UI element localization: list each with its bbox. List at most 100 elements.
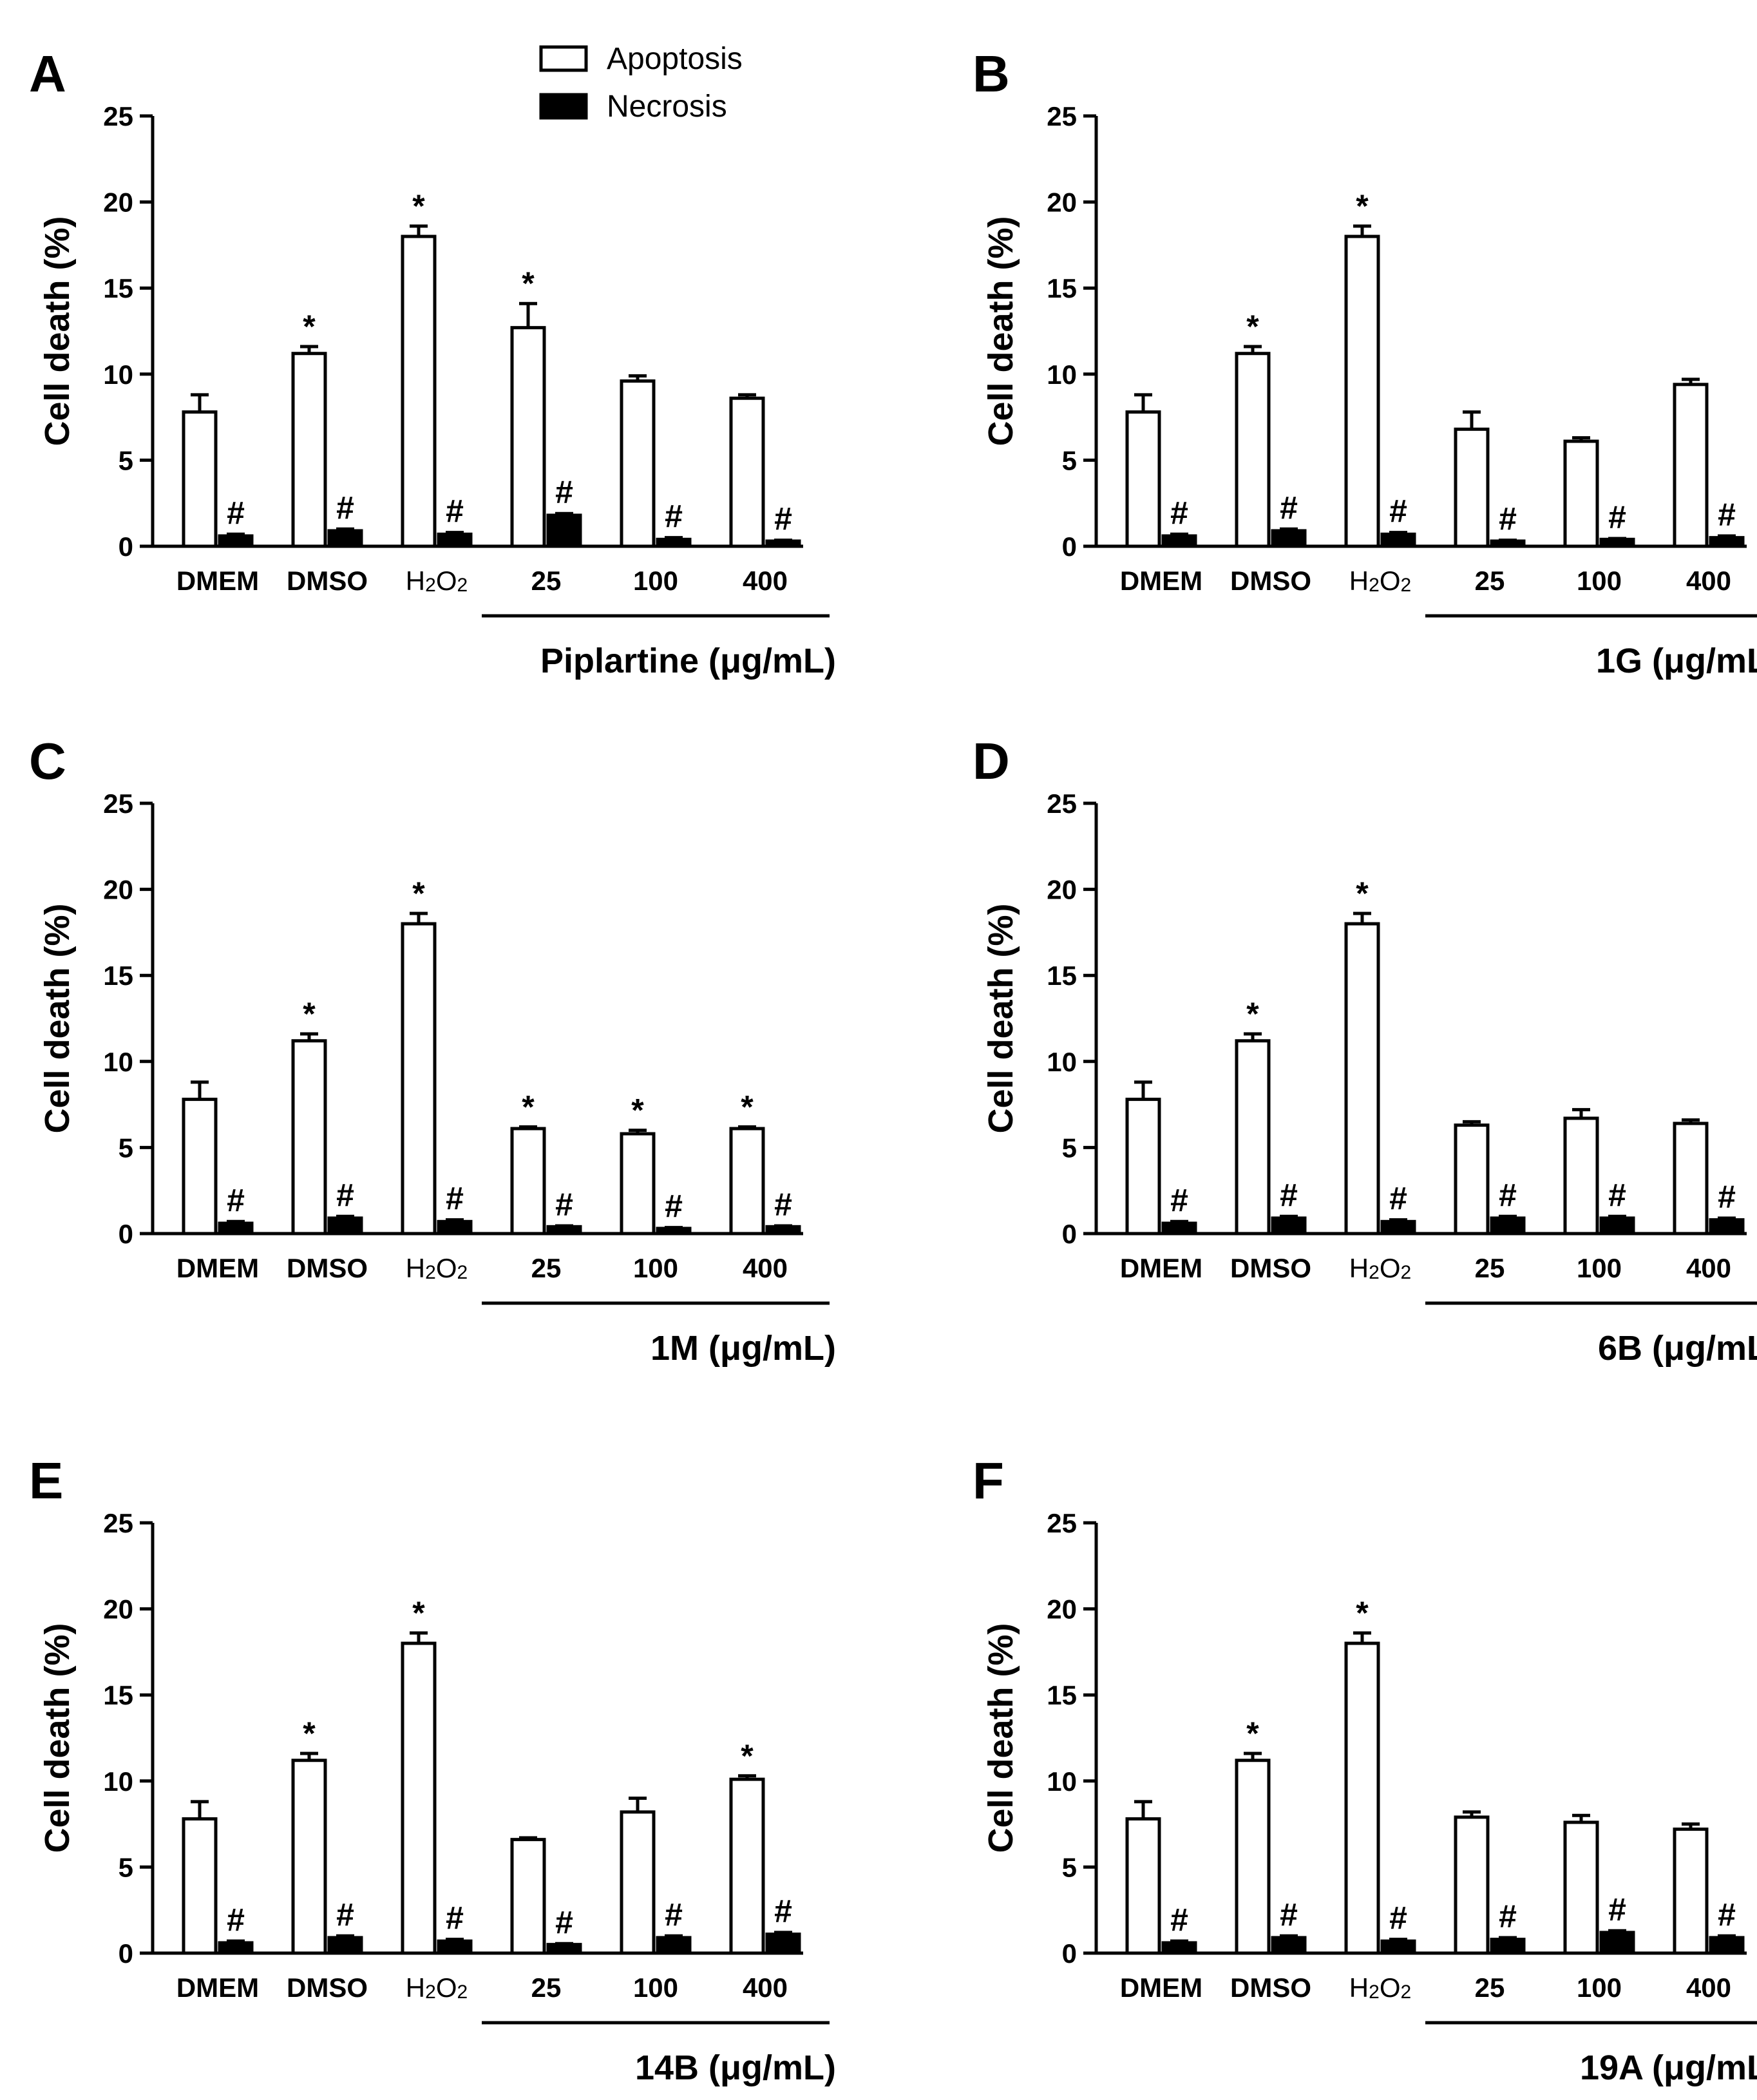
bar-b-necrosis-5 xyxy=(1709,536,1745,548)
asterisk-c-apoptosis-3: * xyxy=(522,1089,535,1125)
bar-a-apoptosis-2 xyxy=(401,234,437,548)
hash-e-necrosis-0: # xyxy=(227,1902,245,1938)
bar-d-apoptosis-5 xyxy=(1673,1122,1709,1236)
category-label-f-3: 25 xyxy=(1475,1972,1505,2003)
hash-a-necrosis-5: # xyxy=(774,501,792,537)
y-tick-label-e-10: 10 xyxy=(103,1766,133,1797)
group-label-e: 14B (μg/mL) xyxy=(635,2048,836,2087)
panel-letter-d: D xyxy=(973,732,1010,790)
y-tick-label-c-15: 15 xyxy=(103,960,133,991)
asterisk-a-apoptosis-1: * xyxy=(303,309,316,345)
y-tick-label-a-20: 20 xyxy=(103,187,133,218)
hash-c-necrosis-3: # xyxy=(555,1187,573,1223)
bar-d-apoptosis-4 xyxy=(1563,1116,1599,1236)
category-label-e-0: DMEM xyxy=(176,1972,259,2003)
bar-f-necrosis-1 xyxy=(1271,1936,1307,1955)
panel-letter-a: A xyxy=(29,45,66,102)
category-label-a-5: 400 xyxy=(743,566,788,596)
asterisk-e-apoptosis-5: * xyxy=(741,1738,754,1774)
legend-apoptosis-label: Apoptosis xyxy=(607,42,743,76)
panel-c: C Cell death (%) 0 5 10 15 20 25 # DMEM * # DMSO * # H2… xyxy=(29,732,836,1368)
legend-apoptosis-swatch xyxy=(539,45,588,72)
y-tick-label-e-0: 0 xyxy=(119,1938,133,1969)
hash-e-necrosis-5: # xyxy=(774,1893,792,1929)
bar-a-apoptosis-3 xyxy=(510,326,546,548)
hash-e-necrosis-4: # xyxy=(665,1896,683,1933)
bar-e-necrosis-2 xyxy=(437,1939,473,1955)
bar-f-necrosis-4 xyxy=(1599,1931,1635,1955)
category-label-d-4: 100 xyxy=(1577,1253,1622,1283)
bar-b-necrosis-4 xyxy=(1599,537,1635,548)
y-tick-label-b-10: 10 xyxy=(1047,359,1077,390)
bar-b-necrosis-2 xyxy=(1380,532,1416,548)
bar-e-apoptosis-1 xyxy=(291,1759,327,1955)
panel-d: D Cell death (%) 0 5 10 15 20 25 # DMEM * # DMSO * # H2… xyxy=(973,732,1757,1368)
category-label-b-3: 25 xyxy=(1475,566,1505,596)
hash-f-necrosis-1: # xyxy=(1280,1896,1298,1933)
category-label-e-5: 400 xyxy=(743,1972,788,2003)
category-label-d-2: H2O2 xyxy=(1349,1253,1411,1283)
asterisk-d-apoptosis-2: * xyxy=(1356,875,1369,912)
hash-d-necrosis-2: # xyxy=(1389,1181,1407,1217)
y-tick-label-d-10: 10 xyxy=(1047,1047,1077,1077)
asterisk-c-apoptosis-4: * xyxy=(631,1093,644,1129)
category-label-b-1: DMSO xyxy=(1230,566,1311,596)
category-label-f-5: 400 xyxy=(1686,1972,1731,2003)
bar-e-necrosis-4 xyxy=(656,1936,692,1955)
hash-a-necrosis-2: # xyxy=(446,493,464,530)
y-tick-label-f-0: 0 xyxy=(1062,1938,1077,1969)
bar-c-necrosis-5 xyxy=(765,1225,801,1236)
category-label-a-2: H2O2 xyxy=(406,566,468,596)
category-label-e-4: 100 xyxy=(633,1972,678,2003)
asterisk-f-apoptosis-2: * xyxy=(1356,1595,1369,1631)
y-tick-label-c-10: 10 xyxy=(103,1047,133,1077)
panel-letter-b: B xyxy=(973,45,1010,102)
bar-c-apoptosis-4 xyxy=(620,1132,656,1236)
y-tick-label-f-15: 15 xyxy=(1047,1680,1077,1710)
bar-f-apoptosis-2 xyxy=(1344,1641,1380,1955)
bar-b-necrosis-3 xyxy=(1490,539,1526,548)
category-label-d-0: DMEM xyxy=(1120,1253,1202,1283)
y-tick-label-f-10: 10 xyxy=(1047,1766,1077,1797)
bar-d-necrosis-4 xyxy=(1599,1216,1635,1236)
bar-e-necrosis-0 xyxy=(218,1941,254,1955)
category-label-b-2: H2O2 xyxy=(1349,566,1411,596)
asterisk-a-apoptosis-2: * xyxy=(412,188,425,224)
panel-letter-c: C xyxy=(29,732,66,790)
bar-f-apoptosis-1 xyxy=(1235,1759,1271,1955)
y-tick-label-e-5: 5 xyxy=(119,1852,133,1882)
y-tick-label-d-5: 5 xyxy=(1062,1132,1077,1163)
bar-c-necrosis-3 xyxy=(546,1225,582,1236)
bar-f-apoptosis-3 xyxy=(1454,1815,1490,1955)
bar-a-necrosis-1 xyxy=(327,529,363,548)
bar-d-necrosis-3 xyxy=(1490,1216,1526,1236)
legend: Apoptosis Necrosis xyxy=(539,42,743,124)
bar-b-apoptosis-2 xyxy=(1344,234,1380,548)
bar-e-apoptosis-5 xyxy=(729,1777,765,1955)
hash-c-necrosis-0: # xyxy=(227,1182,245,1218)
category-label-d-3: 25 xyxy=(1475,1253,1505,1283)
category-label-b-4: 100 xyxy=(1577,566,1622,596)
bar-f-apoptosis-0 xyxy=(1125,1817,1161,1955)
bar-d-apoptosis-2 xyxy=(1344,922,1380,1236)
asterisk-c-apoptosis-1: * xyxy=(303,996,316,1032)
bar-d-apoptosis-3 xyxy=(1454,1123,1490,1236)
hash-d-necrosis-5: # xyxy=(1718,1179,1736,1215)
y-tick-label-f-25: 25 xyxy=(1047,1508,1077,1538)
bar-c-necrosis-4 xyxy=(656,1227,692,1236)
hash-c-necrosis-1: # xyxy=(336,1177,354,1213)
bar-f-apoptosis-5 xyxy=(1673,1828,1709,1955)
y-tick-label-a-5: 5 xyxy=(119,445,133,475)
category-label-d-5: 400 xyxy=(1686,1253,1731,1283)
bar-b-necrosis-1 xyxy=(1271,529,1307,548)
bar-a-apoptosis-4 xyxy=(620,379,656,548)
hash-a-necrosis-3: # xyxy=(555,474,573,510)
bar-c-necrosis-1 xyxy=(327,1216,363,1236)
bar-c-apoptosis-3 xyxy=(510,1127,546,1236)
hash-d-necrosis-3: # xyxy=(1499,1177,1517,1213)
bar-f-necrosis-3 xyxy=(1490,1938,1526,1955)
hash-b-necrosis-0: # xyxy=(1170,495,1188,531)
bar-f-apoptosis-4 xyxy=(1563,1820,1599,1955)
bar-a-necrosis-2 xyxy=(437,532,473,548)
